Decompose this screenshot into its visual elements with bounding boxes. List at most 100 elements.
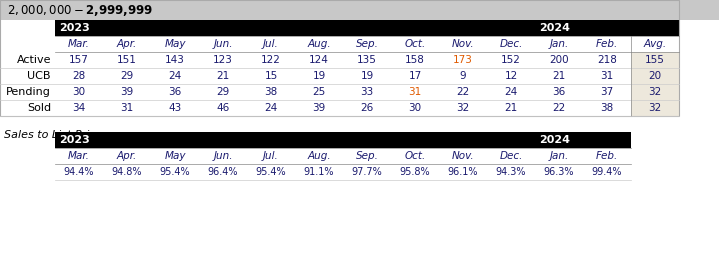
Bar [583,68,631,84]
Bar [391,68,439,84]
Text: 157: 157 [69,55,89,65]
Text: 32: 32 [649,87,661,97]
Bar [631,52,679,68]
Bar [295,100,343,116]
Text: 39: 39 [312,103,326,113]
Bar [487,100,535,116]
Text: 24: 24 [168,71,182,81]
Bar [535,68,583,84]
Text: Feb.: Feb. [596,39,618,49]
Text: Jun.: Jun. [214,39,233,49]
Bar [343,100,391,116]
Text: Sales to List Price: Sales to List Price [4,130,102,140]
Bar [199,84,247,100]
Text: 97.7%: 97.7% [352,167,383,177]
Text: 31: 31 [120,103,134,113]
Text: Active: Active [17,55,51,65]
Text: 36: 36 [168,87,182,97]
Bar [631,68,679,84]
Bar [391,100,439,116]
Text: 96.4%: 96.4% [208,167,238,177]
Bar [55,20,679,36]
Text: 17: 17 [408,71,421,81]
Text: 96.1%: 96.1% [448,167,478,177]
Text: 91.1%: 91.1% [303,167,334,177]
Text: 39: 39 [120,87,134,97]
Bar [343,84,391,100]
Text: 24: 24 [504,87,518,97]
Text: 36: 36 [552,87,566,97]
Text: 30: 30 [408,103,421,113]
Text: 29: 29 [216,87,229,97]
Text: 218: 218 [597,55,617,65]
Text: Jun.: Jun. [214,151,233,161]
Text: Jan.: Jan. [549,39,569,49]
Bar [55,84,103,100]
Text: 33: 33 [360,87,374,97]
Bar [343,52,391,68]
Text: 25: 25 [312,87,326,97]
Bar [295,52,343,68]
Text: 94.4%: 94.4% [64,167,94,177]
Bar [247,68,295,84]
Text: 21: 21 [504,103,518,113]
Bar [55,100,103,116]
Bar [535,100,583,116]
Bar [535,84,583,100]
Text: 24: 24 [265,103,278,113]
Text: 21: 21 [216,71,229,81]
Bar [583,100,631,116]
Bar [55,148,631,164]
Text: 151: 151 [117,55,137,65]
Text: Apr.: Apr. [117,39,137,49]
Text: Jul.: Jul. [263,151,279,161]
Text: 158: 158 [405,55,425,65]
Text: UCB: UCB [27,71,51,81]
Bar [55,164,631,180]
Text: 95.4%: 95.4% [160,167,191,177]
Bar [439,100,487,116]
Bar [295,68,343,84]
Text: 26: 26 [360,103,374,113]
Bar [55,68,103,84]
Bar [439,52,487,68]
Text: 94.8%: 94.8% [111,167,142,177]
Text: 173: 173 [453,55,473,65]
Bar [583,84,631,100]
Text: 30: 30 [73,87,86,97]
Bar [391,84,439,100]
Text: Dec.: Dec. [499,39,523,49]
Bar [151,68,199,84]
Bar [439,84,487,100]
Text: Aug.: Aug. [307,39,331,49]
Bar [55,36,679,52]
Text: Oct.: Oct. [404,39,426,49]
Text: 31: 31 [600,71,613,81]
Text: 9: 9 [459,71,467,81]
Text: 22: 22 [457,87,470,97]
Bar [55,52,103,68]
Bar [103,100,151,116]
Bar [0,0,679,116]
Bar [151,84,199,100]
Text: May: May [164,39,186,49]
Bar [103,52,151,68]
Bar [487,84,535,100]
Text: 135: 135 [357,55,377,65]
Text: Avg.: Avg. [644,39,667,49]
Text: Sep.: Sep. [356,151,378,161]
Bar [343,68,391,84]
Bar [295,84,343,100]
Text: Oct.: Oct. [404,151,426,161]
Text: May: May [164,151,186,161]
Bar [199,100,247,116]
Text: 15: 15 [265,71,278,81]
Text: Feb.: Feb. [596,151,618,161]
Text: Sold: Sold [27,103,51,113]
Bar [439,68,487,84]
Bar [199,52,247,68]
Text: Sep.: Sep. [356,39,378,49]
Text: 46: 46 [216,103,229,113]
Text: 124: 124 [309,55,329,65]
Bar [247,52,295,68]
